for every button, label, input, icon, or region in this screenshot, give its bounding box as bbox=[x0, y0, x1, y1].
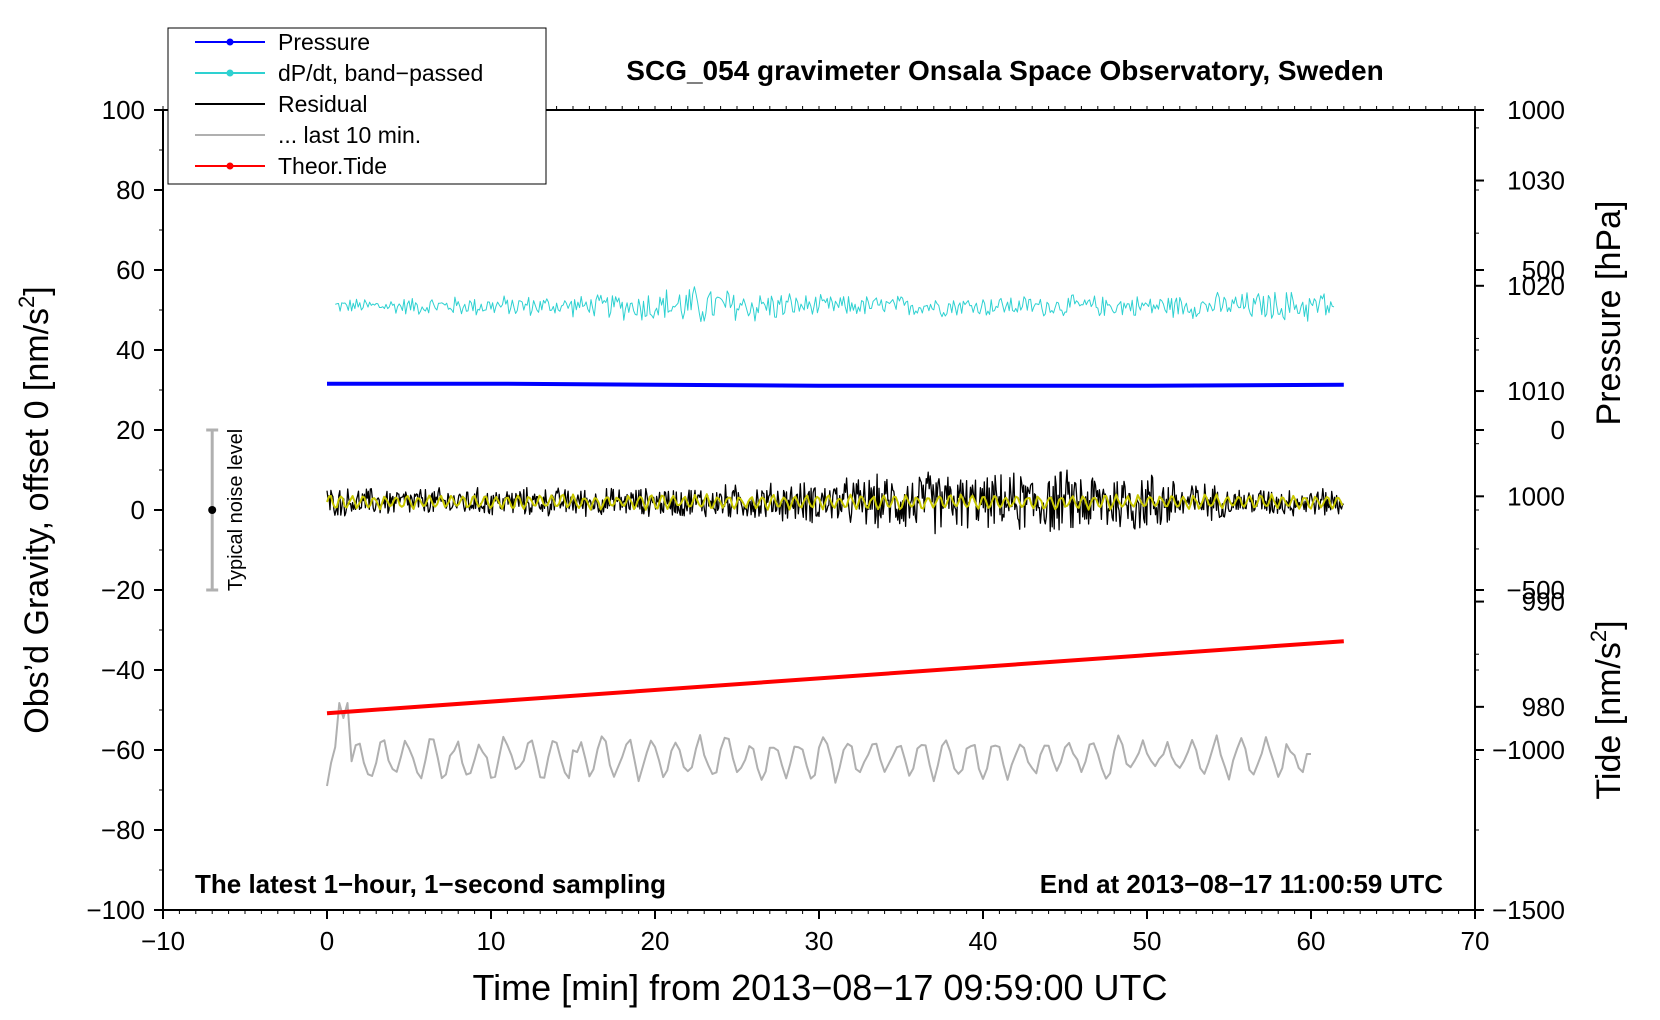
pressure-tick-label: 1010 bbox=[1507, 376, 1565, 406]
series-residual-smoothed bbox=[326, 493, 1344, 511]
x-tick-label: −10 bbox=[141, 926, 185, 956]
y-tick-label: 100 bbox=[102, 95, 145, 125]
y-axis-label-tide: Tide [nm/s2] bbox=[1586, 620, 1628, 799]
legend-marker bbox=[226, 38, 234, 46]
pressure-tick-labels: 1030 1020 1010 1000 990 980 bbox=[1507, 166, 1565, 722]
pressure-tick-label: 1030 bbox=[1507, 166, 1565, 196]
series-layer bbox=[326, 286, 1344, 787]
y-tick-label: −100 bbox=[86, 895, 145, 925]
x-tick-label: 40 bbox=[969, 926, 998, 956]
tide-tick-label: 0 bbox=[1551, 415, 1565, 445]
x-tick-label: 0 bbox=[320, 926, 334, 956]
x-tick-label: 10 bbox=[477, 926, 506, 956]
y-tick-label: −80 bbox=[101, 815, 145, 845]
tide-tick-label: −1000 bbox=[1492, 735, 1565, 765]
y-axis-label-left: Obs’d Gravity, offset 0 [nm/s2] bbox=[14, 286, 56, 733]
pressure-tick-label: 1020 bbox=[1507, 271, 1565, 301]
y-tick-labels: 100 80 60 40 20 0 −20 −40 −60 −80 −100 bbox=[86, 95, 145, 925]
series--last-10-min bbox=[326, 702, 1311, 787]
legend: Pressure dP/dt, band−passed Residual ... la… bbox=[167, 27, 547, 185]
y-tick-label: 60 bbox=[116, 255, 145, 285]
noise-level-label: Typical noise level bbox=[225, 429, 247, 591]
legend-label: Pressure bbox=[278, 29, 370, 55]
x-axis-label: Time [min] from 2013−08−17 09:59:00 UTC bbox=[472, 967, 1167, 1008]
x-tick-labels: −10 0 10 20 30 40 50 60 70 bbox=[141, 926, 1490, 956]
legend-label: ... last 10 min. bbox=[278, 122, 421, 148]
tide-tick-labels: 1000 500 0 −500 −1000 −1500 bbox=[1492, 95, 1565, 925]
tide-tick-label: −500 bbox=[1506, 575, 1565, 605]
pressure-tick-label: 990 bbox=[1522, 587, 1565, 617]
legend-label: Theor.Tide bbox=[278, 153, 387, 179]
tide-tick-label: 1000 bbox=[1507, 95, 1565, 125]
tide-tick-label: 500 bbox=[1522, 255, 1565, 285]
x-tick-label: 30 bbox=[805, 926, 834, 956]
y-tick-label: 0 bbox=[131, 495, 145, 525]
y-tick-label: −60 bbox=[101, 735, 145, 765]
x-tick-label: 20 bbox=[641, 926, 670, 956]
series-residual bbox=[326, 469, 1344, 535]
x-tick-label: 70 bbox=[1461, 926, 1490, 956]
noise-bar-center-dot bbox=[208, 506, 217, 514]
annotation-sampling: The latest 1−hour, 1−second sampling bbox=[195, 869, 666, 899]
legend-box bbox=[167, 27, 547, 185]
x-tick-label: 60 bbox=[1297, 926, 1326, 956]
series-theor-tide bbox=[326, 639, 1344, 716]
legend-marker bbox=[226, 162, 234, 170]
series-dp-dt-band-passed bbox=[335, 286, 1335, 323]
legend-label: Residual bbox=[278, 91, 368, 117]
legend-marker bbox=[226, 69, 234, 77]
y-tick-label: −20 bbox=[101, 575, 145, 605]
series-pressure bbox=[327, 381, 1344, 388]
pressure-tick-label: 1000 bbox=[1507, 481, 1565, 511]
legend-label: dP/dt, band−passed bbox=[278, 60, 483, 86]
y-tick-label: 20 bbox=[116, 415, 145, 445]
tide-tick-label: −1500 bbox=[1492, 895, 1565, 925]
y-axis-label-pressure: Pressure [hPa] bbox=[1590, 201, 1628, 426]
axis-ticks bbox=[154, 106, 1484, 919]
pressure-tick-label: 980 bbox=[1522, 692, 1565, 722]
y-tick-label: 80 bbox=[116, 175, 145, 205]
annotation-end-time: End at 2013−08−17 11:00:59 UTC bbox=[1040, 869, 1443, 899]
chart-title: SCG_054 gravimeter Onsala Space Observat… bbox=[626, 55, 1383, 86]
y-tick-label: 40 bbox=[116, 335, 145, 365]
y-tick-label: −40 bbox=[101, 655, 145, 685]
x-tick-label: 50 bbox=[1133, 926, 1162, 956]
noise-level-bar bbox=[206, 428, 219, 592]
